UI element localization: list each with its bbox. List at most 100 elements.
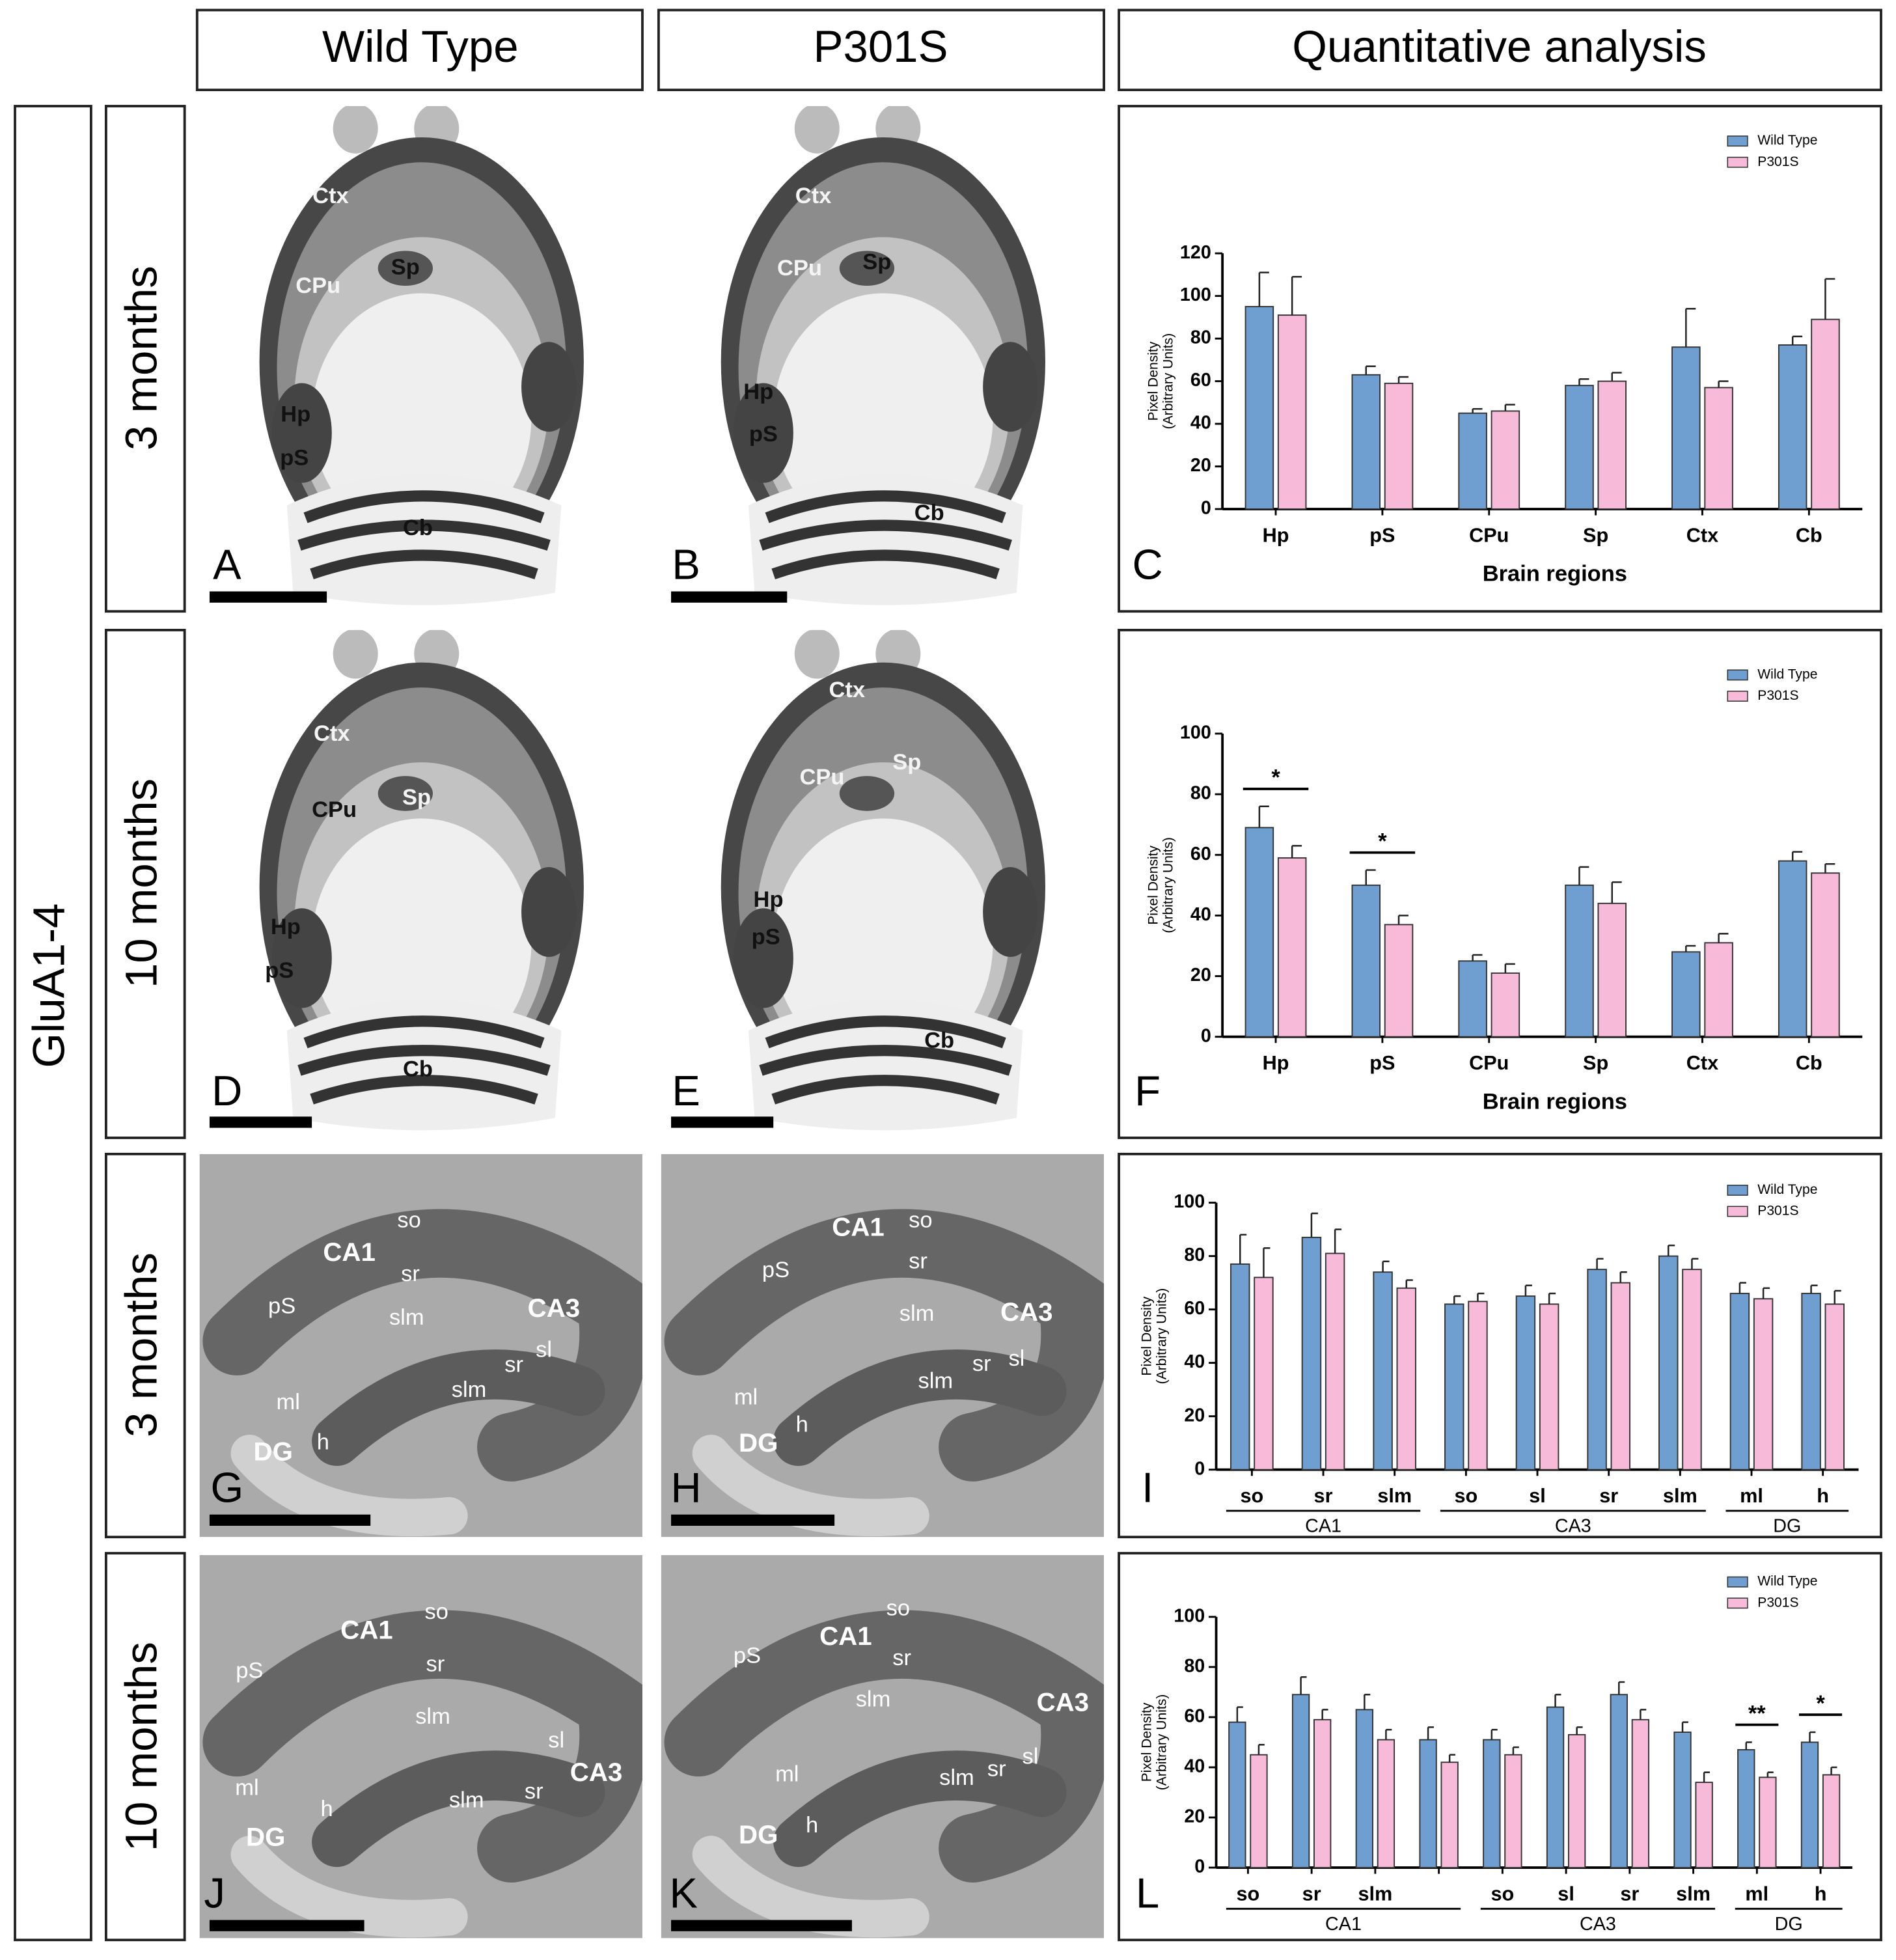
significance-label: * — [1378, 829, 1387, 854]
region-label: Hp — [271, 915, 301, 939]
legend-swatch — [1727, 1576, 1748, 1588]
hippocampus-image — [200, 1555, 642, 1938]
group-label: DG — [1773, 1515, 1801, 1536]
group-label: CA3 — [1580, 1914, 1616, 1935]
bar — [1546, 1706, 1565, 1869]
legend-swatch — [1727, 1206, 1748, 1217]
bar — [1824, 1303, 1845, 1470]
region-label: Ctx — [829, 678, 865, 702]
region-label: CA3 — [528, 1293, 581, 1323]
x-tick-label: Hp — [1263, 524, 1289, 546]
region-label: Ctx — [314, 721, 350, 746]
x-tick-label: ml — [1745, 1883, 1768, 1905]
x-axis-label: Brain regions — [1483, 562, 1627, 587]
significance-label: ** — [1748, 1701, 1766, 1726]
region-label: sr — [909, 1249, 927, 1274]
row-label: 3 months — [117, 1252, 167, 1437]
panel-letter: E — [672, 1067, 700, 1114]
region-label: slm — [452, 1377, 487, 1402]
region-label: so — [886, 1595, 910, 1620]
panel-letter: G — [210, 1463, 243, 1511]
panel-letter: I — [1142, 1463, 1153, 1511]
bar — [1351, 374, 1381, 510]
region-label: Hp — [281, 402, 310, 426]
legend-swatch — [1727, 156, 1748, 168]
region-label: Sp — [892, 750, 921, 775]
bar — [1822, 1774, 1841, 1869]
panel-letter: F — [1134, 1067, 1161, 1114]
region-label: slm — [415, 1704, 450, 1729]
bar — [1301, 1236, 1322, 1470]
region-label: slm — [856, 1687, 891, 1711]
legend-label: P301S — [1757, 688, 1798, 703]
bar — [1254, 1277, 1274, 1470]
y-tick-label: 20 — [1184, 1806, 1205, 1827]
bar — [1539, 1303, 1559, 1470]
y-tick-label: 20 — [1190, 455, 1211, 476]
y-tick-label: 0 — [1194, 1856, 1205, 1877]
bar — [1610, 1694, 1628, 1869]
bar — [1610, 1282, 1630, 1470]
group-label: CA1 — [1325, 1914, 1362, 1935]
bar — [1801, 1293, 1821, 1470]
region-label: Cb — [403, 1057, 433, 1082]
region-label: pS — [280, 445, 309, 470]
panel-letter: H — [671, 1463, 702, 1511]
region-label: CA1 — [340, 1615, 393, 1644]
y-tick-label: 40 — [1190, 904, 1211, 925]
region-label: so — [425, 1599, 448, 1624]
scale-bar — [671, 591, 788, 603]
bar — [1355, 1709, 1374, 1869]
x-tick-label: sr — [1314, 1485, 1333, 1507]
x-tick-label: so — [1454, 1485, 1477, 1507]
region-label: slm — [449, 1788, 484, 1813]
row-label: 3 months — [117, 266, 167, 450]
region-label: h — [321, 1797, 333, 1821]
region-label: Sp — [862, 250, 891, 275]
legend-label: Wild Type — [1757, 1574, 1817, 1589]
x-tick-label: CPu — [1469, 1052, 1509, 1074]
bar — [1228, 1721, 1246, 1869]
y-tick-label: 60 — [1190, 844, 1211, 864]
legend-label: Wild Type — [1757, 133, 1817, 148]
bar — [1504, 1754, 1522, 1869]
x-tick-label: h — [1815, 1883, 1827, 1905]
bar — [1704, 387, 1733, 510]
region-label: sl — [536, 1338, 552, 1362]
y-tick-label: 100 — [1174, 1191, 1205, 1212]
bar — [1373, 1271, 1393, 1470]
region-label: Cb — [914, 501, 944, 525]
region-label: sr — [972, 1351, 991, 1376]
bar — [1811, 872, 1840, 1038]
x-tick-label: Ctx — [1686, 1052, 1718, 1074]
x-tick-label: so — [1237, 1883, 1260, 1905]
group-label: CA1 — [1305, 1515, 1341, 1536]
bar — [1597, 902, 1627, 1038]
region-label: Cb — [403, 516, 433, 540]
bar — [1778, 344, 1807, 510]
x-tick-label: pS — [1369, 524, 1395, 546]
x-tick-label: h — [1817, 1485, 1829, 1507]
region-label: sr — [401, 1262, 420, 1286]
region-label: DG — [739, 1428, 778, 1457]
bar — [1458, 960, 1487, 1038]
bar — [1396, 1287, 1416, 1470]
bar — [1811, 318, 1840, 510]
column-header: P301S — [813, 21, 948, 72]
region-label: h — [317, 1430, 329, 1455]
region-label: CPu — [799, 765, 844, 790]
x-tick-label: sl — [1558, 1883, 1574, 1905]
bar — [1671, 951, 1701, 1038]
bar — [1444, 1303, 1464, 1470]
region-label: CA3 — [570, 1758, 623, 1787]
scale-bar — [209, 1920, 364, 1931]
bar — [1230, 1263, 1250, 1470]
bar — [1384, 382, 1414, 510]
panel-letter: J — [204, 1869, 225, 1916]
y-tick-label: 60 — [1190, 370, 1211, 391]
y-tick-label: 0 — [1201, 1025, 1211, 1046]
bar — [1587, 1269, 1607, 1470]
y-tick-label: 80 — [1184, 1655, 1205, 1676]
panel-letter: K — [669, 1869, 697, 1916]
region-label: DG — [254, 1437, 293, 1466]
